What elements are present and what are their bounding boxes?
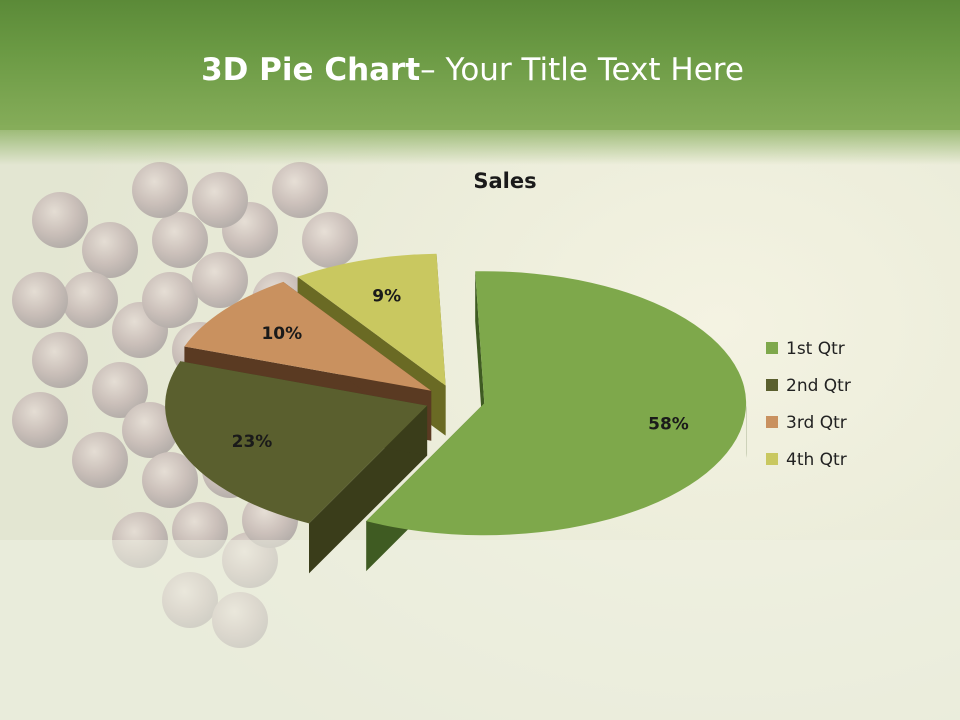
legend-swatch-4: [766, 453, 778, 465]
pie-slice-1: 58%: [366, 271, 747, 572]
data-label-1: 58%: [648, 415, 689, 435]
slide-title: 3D Pie Chart– Your Title Text Here: [0, 48, 945, 92]
chart-legend: 1st Qtr 2nd Qtr 3rd Qtr 4th Qtr: [766, 339, 851, 470]
legend-label-2: 2nd Qtr: [786, 376, 851, 396]
legend-swatch-1: [766, 342, 778, 354]
data-label-3: 10%: [261, 324, 302, 344]
legend-label-1: 1st Qtr: [786, 339, 845, 359]
pie-slice-2-top: [165, 361, 428, 524]
legend-label-3: 3rd Qtr: [786, 413, 847, 433]
data-label-4: 9%: [372, 286, 401, 306]
pie-slice-2: 23%: [165, 361, 428, 574]
data-label-2: 23%: [232, 432, 273, 452]
pie-slice-4-top: [297, 253, 446, 386]
legend-swatch-3: [766, 416, 778, 428]
pie-slices: 9% 10% 58% 23%: [165, 253, 747, 574]
title-band: [0, 0, 960, 130]
legend-item-2: 2nd Qtr: [766, 376, 851, 396]
pie-slice-3-top: [184, 281, 432, 391]
chart-title: Sales: [473, 169, 536, 193]
legend-item-3: 3rd Qtr: [766, 413, 847, 433]
pie-slice-1-top: [366, 271, 747, 536]
slide-title-bold: 3D Pie Chart: [201, 52, 421, 88]
title-band-fade: [0, 125, 960, 165]
legend-item-4: 4th Qtr: [766, 450, 847, 470]
legend-item-1: 1st Qtr: [766, 339, 845, 359]
slide-title-rest: – Your Title Text Here: [420, 52, 744, 88]
legend-label-4: 4th Qtr: [786, 450, 847, 470]
legend-swatch-2: [766, 379, 778, 391]
